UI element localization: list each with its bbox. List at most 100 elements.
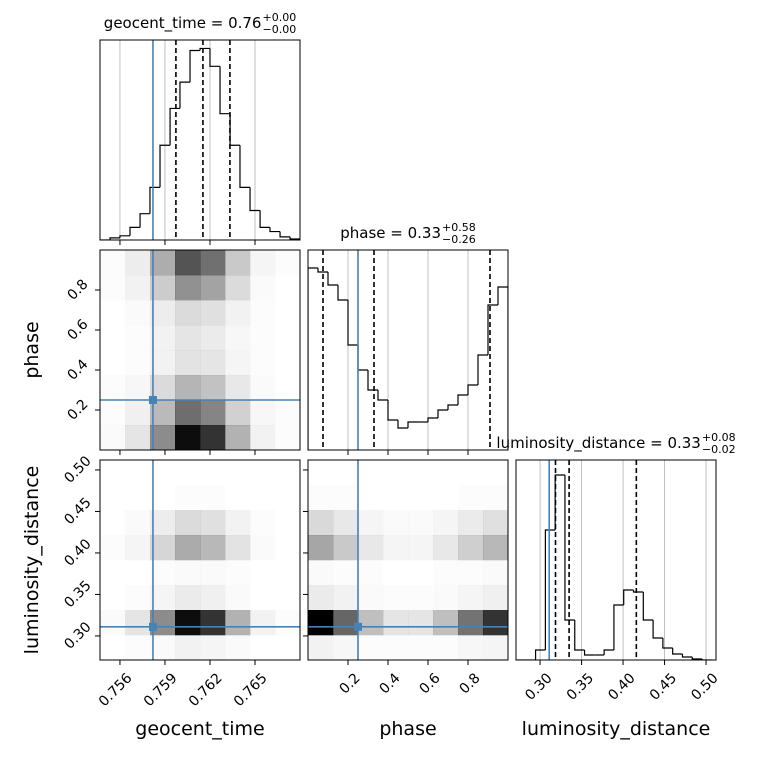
hist-step — [427, 417, 438, 422]
panel-title: geocent_time = 0.76 — [104, 14, 262, 33]
title-upper: +0.08 — [702, 431, 736, 444]
panel-title: phase = 0.33 — [340, 224, 441, 242]
density-cell — [100, 375, 125, 400]
panel — [100, 40, 300, 240]
density-cell — [100, 300, 125, 325]
hist-step — [701, 659, 712, 660]
y-tick-label: 0.30 — [61, 619, 94, 652]
x-tick-label: 0.50 — [688, 670, 721, 703]
density-cell — [483, 535, 508, 561]
density-cell — [250, 560, 275, 585]
density-cell — [308, 485, 333, 510]
density-cell — [408, 560, 433, 585]
density-cell — [150, 300, 176, 326]
density-cell — [458, 560, 483, 585]
y-tick-label: 0.40 — [61, 536, 94, 569]
density-cell — [200, 250, 226, 276]
density-cell — [458, 485, 483, 510]
density-cell — [225, 400, 251, 426]
hist-step — [219, 66, 231, 115]
density-cell — [383, 460, 408, 485]
density-cell — [275, 485, 300, 510]
hist-step — [603, 649, 614, 655]
density-cell — [433, 485, 458, 510]
density-cell — [333, 610, 359, 636]
panel — [516, 460, 712, 660]
density-cell — [125, 535, 151, 561]
density-cell — [150, 585, 176, 611]
density-cell — [175, 535, 201, 561]
title-upper: +0.58 — [442, 221, 476, 234]
density-cell — [100, 425, 125, 450]
density-cell — [433, 535, 459, 561]
density-cell — [225, 250, 251, 276]
hist-step — [357, 345, 368, 371]
hist-step — [554, 474, 565, 530]
y-tick-label: 0.8 — [64, 276, 91, 303]
density-cell — [383, 535, 409, 561]
density-cell — [308, 510, 334, 536]
density-cell — [200, 635, 226, 660]
density-cell — [250, 250, 276, 276]
panel — [308, 250, 508, 450]
density-cell — [100, 635, 125, 660]
density-cell — [483, 460, 508, 485]
density-cell — [225, 325, 250, 350]
density-cell — [150, 325, 176, 351]
density-cell — [433, 460, 458, 485]
density-cell — [433, 585, 458, 610]
density-cell — [150, 635, 175, 660]
density-cell — [225, 510, 251, 536]
panel-title: luminosity_distance = 0.33 — [496, 434, 700, 453]
density-cell — [175, 400, 201, 426]
density-cell — [225, 610, 251, 636]
hist-step — [632, 590, 644, 593]
density-cell — [200, 300, 226, 326]
density-cell — [333, 510, 359, 536]
density-cell — [100, 535, 125, 560]
density-cell — [200, 485, 225, 510]
hist-step — [149, 186, 161, 214]
y-axis-label: phase — [21, 321, 43, 378]
hist-step — [308, 267, 318, 450]
truth-marker — [148, 622, 157, 631]
hist-step — [564, 475, 575, 621]
hist-step — [209, 48, 221, 67]
title-upper: +0.00 — [262, 11, 296, 24]
density-cell — [333, 635, 358, 660]
density-cell — [225, 485, 250, 510]
x-tick-label: 0.45 — [647, 670, 680, 703]
density-cell — [225, 350, 251, 376]
panel-frame — [307, 459, 509, 661]
density-cell — [150, 535, 176, 561]
x-axis-label: phase — [379, 718, 436, 740]
density-cell — [433, 510, 459, 536]
hist-step — [347, 300, 358, 346]
density-cell — [100, 400, 125, 425]
density-cell — [275, 325, 300, 350]
density-cell — [408, 460, 433, 485]
density-cell — [200, 425, 226, 450]
density-cell — [100, 560, 125, 585]
hist-step — [544, 529, 556, 650]
y-tick-label: 0.50 — [61, 453, 94, 486]
density-cell — [458, 610, 484, 636]
density-cell — [383, 485, 408, 510]
hist-step — [327, 272, 338, 286]
density-cell — [275, 350, 300, 375]
panel-frame — [99, 459, 301, 661]
density-cell — [275, 535, 300, 560]
hist-step — [387, 400, 398, 421]
density-cell — [200, 375, 226, 401]
density-cell — [125, 300, 150, 325]
density-cell — [358, 510, 384, 536]
density-cell — [433, 610, 459, 636]
hist-step — [317, 268, 328, 273]
density-cell — [225, 635, 250, 660]
density-cell — [200, 560, 225, 585]
density-cell — [175, 375, 201, 401]
hist-step — [119, 235, 131, 238]
density-cell — [200, 610, 226, 636]
panel-frame — [307, 249, 509, 451]
density-cell — [275, 460, 300, 485]
